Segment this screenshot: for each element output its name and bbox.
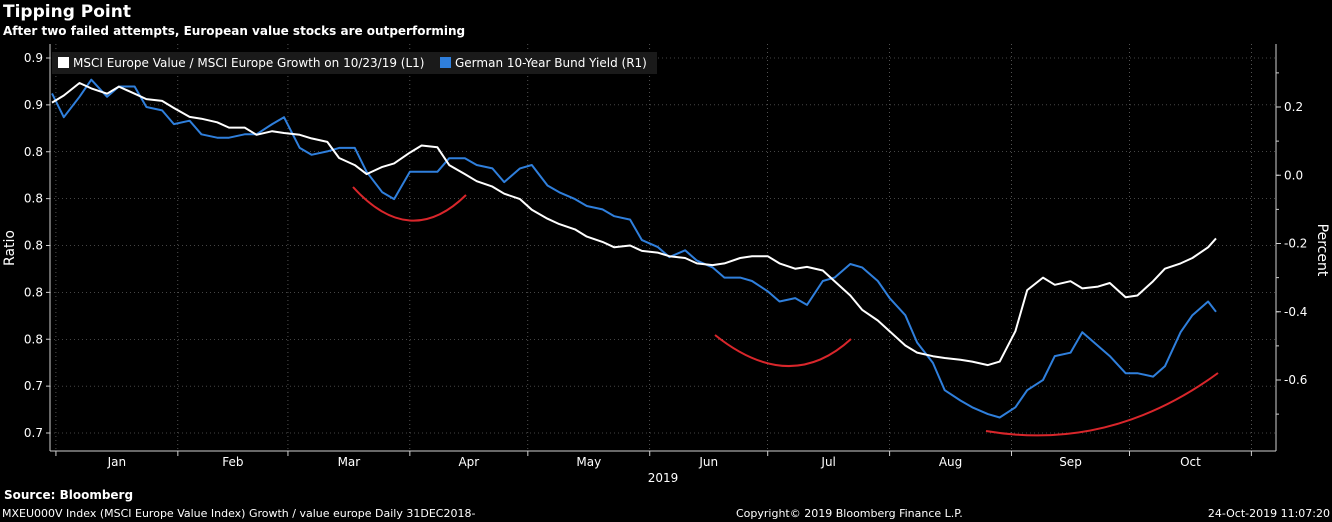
x-tick-label: Jan — [107, 455, 127, 469]
chart-axes: 0.7 0.7 0.8 0.8 0.8 0.8 0.8 0.9 0.9 -0.6 -0.4 -0.2 0… — [2, 44, 1330, 485]
copyright-text: Copyright© 2019 Bloomberg Finance L.P. — [736, 507, 963, 520]
x-year-label: 2019 — [648, 471, 679, 485]
legend-swatch-yield — [440, 57, 451, 68]
left-tick-label: 0.9 — [24, 51, 43, 65]
legend-swatch-ratio — [58, 57, 69, 68]
right-tick-label: -0.2 — [1284, 237, 1307, 251]
x-tick-label: Sep — [1059, 455, 1082, 469]
chart-legend: MSCI Europe Value / MSCI Europe Growth o… — [52, 52, 657, 74]
annotation-arc — [352, 186, 467, 222]
annotation-arcs — [352, 186, 1219, 437]
chart-subtitle: After two failed attempts, European valu… — [3, 24, 466, 38]
x-tick-label: Mar — [338, 455, 361, 469]
x-tick-label: Oct — [1180, 455, 1201, 469]
chart-title: Tipping Point — [3, 2, 131, 22]
legend-label-yield: German 10-Year Bund Yield (R1) — [455, 56, 647, 70]
left-tick-label: 0.7 — [24, 379, 43, 393]
legend-label-ratio: MSCI Europe Value / MSCI Europe Growth o… — [73, 56, 424, 70]
annotation-arc — [985, 372, 1219, 437]
source-note: Source: Bloomberg — [4, 488, 134, 502]
ratio-series-line — [51, 82, 1217, 367]
chart-grid — [50, 44, 1276, 451]
left-tick-label: 0.7 — [24, 426, 43, 440]
legend-background — [52, 52, 657, 74]
right-tick-label: -0.6 — [1284, 373, 1307, 387]
x-tick-label: Aug — [939, 455, 962, 469]
left-tick-label: 0.9 — [24, 98, 43, 112]
yield-series-line — [51, 78, 1217, 419]
x-tick-label: Feb — [222, 455, 243, 469]
annotation-arc — [714, 334, 852, 367]
x-tick-label: Jul — [820, 455, 835, 469]
x-tick-label: Apr — [458, 455, 479, 469]
left-tick-label: 0.8 — [24, 239, 43, 253]
right-tick-label: -0.4 — [1284, 305, 1307, 319]
timestamp-text: 24-Oct-2019 11:07:20 — [1207, 507, 1330, 520]
y-left-axis-title: Ratio — [2, 230, 18, 266]
x-tick-label: May — [576, 455, 601, 469]
left-tick-label: 0.8 — [24, 285, 43, 299]
left-tick-label: 0.8 — [24, 192, 43, 206]
chart-series — [51, 78, 1217, 419]
y-right-axis-title: Percent — [1314, 224, 1330, 277]
left-tick-label: 0.8 — [24, 332, 43, 346]
right-tick-label: 0.0 — [1284, 168, 1303, 182]
left-tick-label: 0.8 — [24, 145, 43, 159]
right-tick-label: 0.2 — [1284, 100, 1303, 114]
x-tick-label: Jun — [698, 455, 718, 469]
query-text: MXEU000V Index (MSCI Europe Value Index)… — [2, 507, 476, 520]
